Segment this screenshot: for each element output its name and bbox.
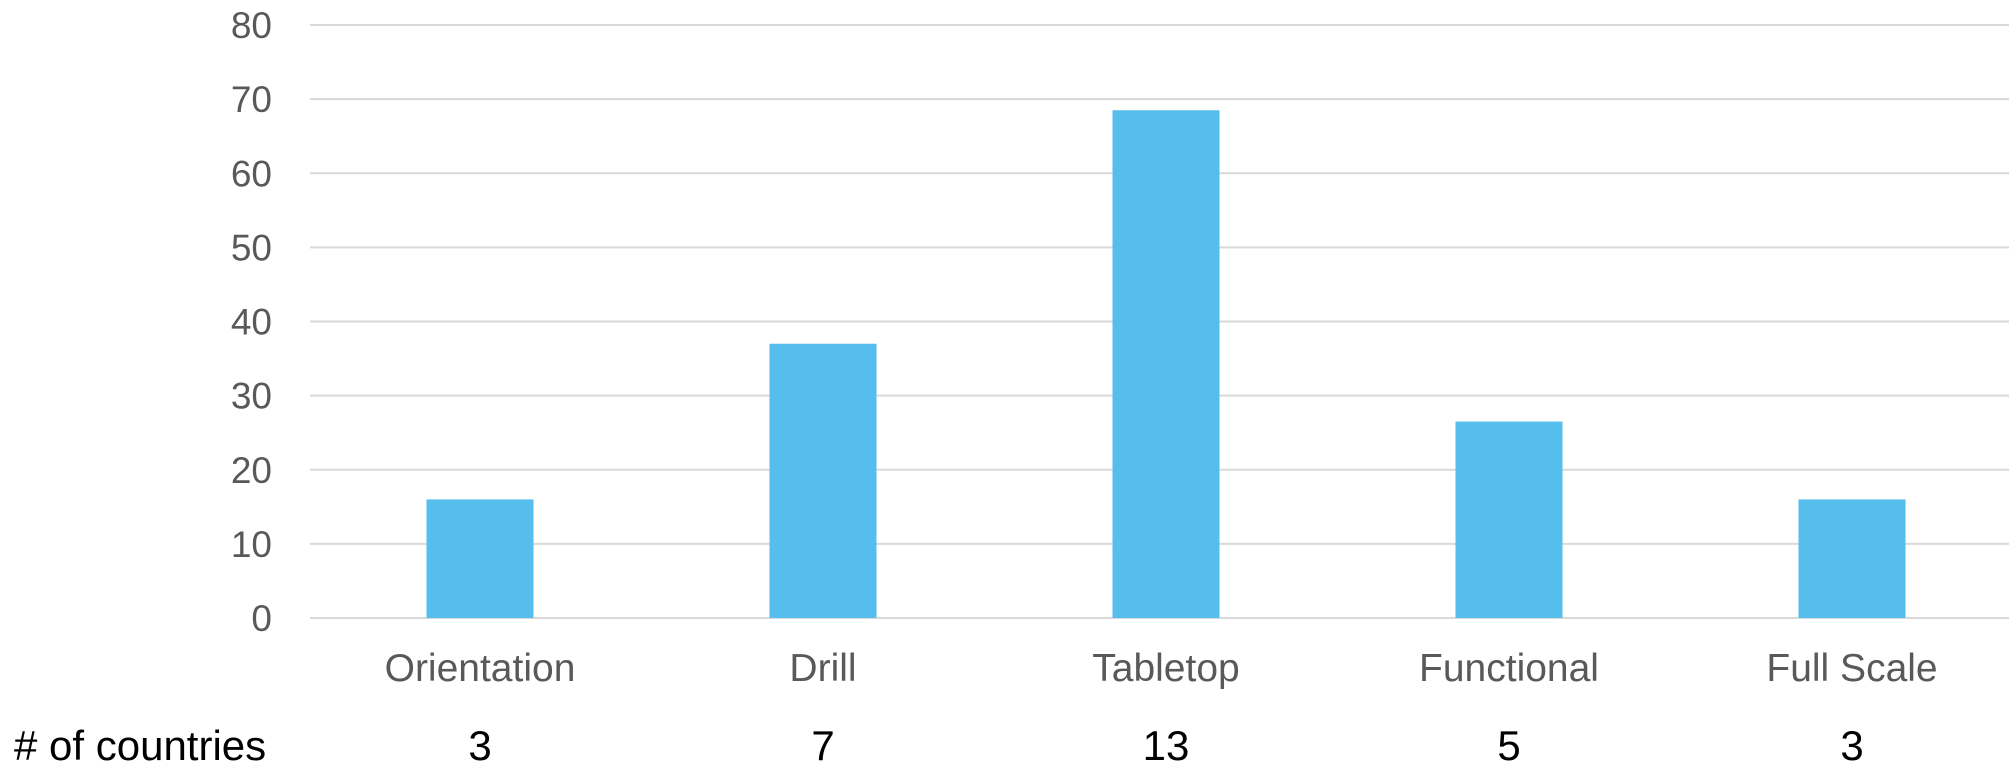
- y-tick-label: 50: [231, 227, 272, 268]
- x-category-label: Tabletop: [1092, 647, 1239, 690]
- y-tick-label: 20: [231, 450, 272, 491]
- bar-orientation: [426, 499, 534, 618]
- country-count-value: 7: [811, 722, 834, 768]
- y-tick-label: 80: [231, 5, 272, 46]
- country-count-value: 5: [1497, 722, 1520, 768]
- bar-tabletop: [1112, 110, 1220, 619]
- x-category-label: Functional: [1419, 647, 1599, 690]
- y-tick-label: 30: [231, 376, 272, 417]
- x-category-label: Drill: [789, 647, 856, 690]
- x-category-label: Full Scale: [1766, 647, 1937, 690]
- y-axis-tick-labels: 0 10 20 30 40 50 60 70 80: [231, 5, 272, 639]
- y-tick-label: 0: [251, 598, 272, 639]
- country-count-value: 3: [468, 722, 491, 768]
- country-count-row: # of countries 3 7 13 5 3: [14, 722, 1864, 768]
- y-tick-label: 70: [231, 79, 272, 120]
- row-label: # of countries: [14, 722, 266, 768]
- bar-drill: [769, 343, 877, 618]
- y-tick-label: 60: [231, 153, 272, 194]
- y-tick-label: 10: [231, 524, 272, 565]
- x-category-label: Orientation: [385, 647, 576, 690]
- bars: [426, 110, 1906, 619]
- y-tick-label: 40: [231, 302, 272, 343]
- country-count-value: 13: [1143, 722, 1190, 768]
- country-count-value: 3: [1840, 722, 1863, 768]
- bar-full-scale: [1798, 499, 1906, 618]
- x-axis-category-labels: Orientation Drill Tabletop Functional Full S…: [385, 647, 1938, 690]
- bar-functional: [1455, 421, 1563, 618]
